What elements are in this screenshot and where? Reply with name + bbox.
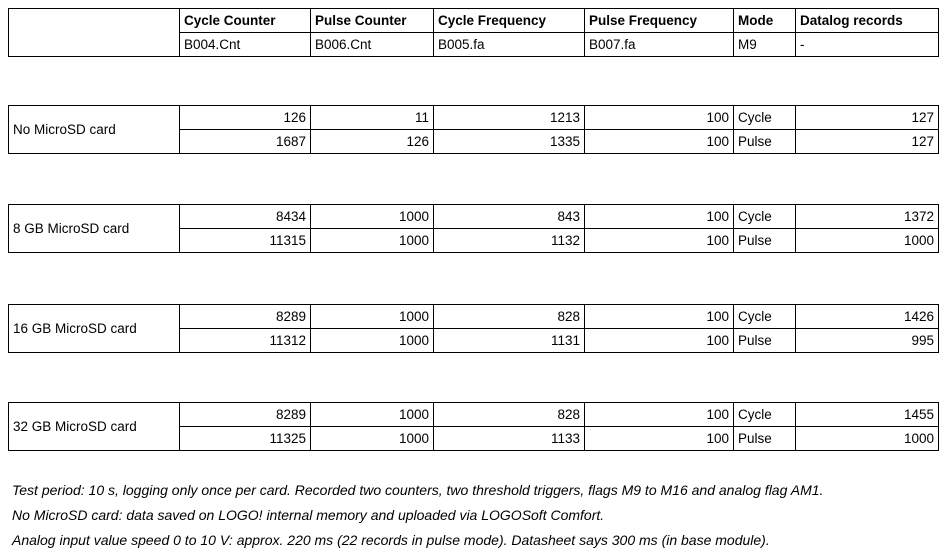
value-cell: 828 (433, 402, 585, 427)
value-cell: 1000 (310, 402, 434, 427)
column-header: Pulse Frequency (584, 8, 734, 33)
value-cell: 1000 (310, 328, 434, 353)
subheader-cell: B007.fa (584, 32, 734, 57)
value-cell: 11312 (179, 328, 311, 353)
value-cell: 995 (795, 328, 939, 353)
column-header: Mode (733, 8, 796, 33)
table-row: 11312 1000 1131 100 Pulse 995 (9, 328, 939, 353)
footnotes: Test period: 10 s, logging only once per… (12, 478, 823, 553)
subheader-cell: B006.Cnt (310, 32, 434, 57)
group-table-0: No MicroSD card 126 11 1213 100 Cycle 127 1687 1… (8, 105, 939, 154)
mode-cell: Pulse (733, 426, 796, 451)
mode-cell: Pulse (733, 129, 796, 154)
mode-cell: Cycle (733, 402, 796, 427)
value-cell: 100 (584, 426, 734, 451)
group-label: 32 GB MicroSD card (8, 402, 180, 451)
value-cell: 843 (433, 204, 585, 229)
table-row: 16 GB MicroSD card 8289 1000 828 100 Cycle 142… (8, 304, 939, 353)
value-cell: 127 (795, 105, 939, 130)
value-cell: 1000 (310, 204, 434, 229)
column-header-row: Cycle Counter Pulse Counter Cycle Frequenc… (8, 8, 939, 57)
value-cell: 1372 (795, 204, 939, 229)
column-header: Datalog records (795, 8, 939, 33)
value-cell: 8289 (179, 304, 311, 329)
subheader-row: B004.Cnt B006.Cnt B005.fa B007.fa M9- (9, 32, 939, 57)
table-row: No MicroSD card 126 11 1213 100 Cycle 127 (8, 105, 939, 154)
subheader-cell: - (795, 32, 939, 57)
value-cell: 1131 (433, 328, 585, 353)
value-cell: 100 (584, 328, 734, 353)
mode-cell: Cycle (733, 105, 796, 130)
value-cell: 11325 (179, 426, 311, 451)
value-cell: 1335 (433, 129, 585, 154)
column-header: Pulse Counter (310, 8, 434, 33)
mode-cell: Cycle (733, 204, 796, 229)
group-table-1: 8 GB MicroSD card 8434 1000 843 100 Cycle 1372… (8, 204, 939, 253)
footnote-line: Test period: 10 s, logging only once per… (12, 482, 824, 498)
value-cell: 1133 (433, 426, 585, 451)
subheader-cell: B005.fa (433, 32, 585, 57)
value-cell: 1000 (795, 228, 939, 253)
value-cell: 1000 (310, 426, 434, 451)
value-cell: 8289 (179, 402, 311, 427)
table-row: 1687 126 1335 100 Pulse 127 (9, 129, 939, 154)
value-cell: 1213 (433, 105, 585, 130)
value-cell: 100 (584, 228, 734, 253)
value-cell: 126 (179, 105, 311, 130)
column-header: Cycle Frequency (433, 8, 585, 33)
value-cell: 1000 (795, 426, 939, 451)
corner-cell (8, 8, 180, 57)
value-cell: 100 (584, 204, 734, 229)
subheader-cell: M9 (733, 32, 796, 57)
mode-cell: Cycle (733, 304, 796, 329)
table-row: 11315 1000 1132 100 Pulse 1000 (9, 228, 939, 253)
value-cell: 100 (584, 402, 734, 427)
value-cell: 100 (584, 304, 734, 329)
table-row: 11325 1000 1133 100 Pulse 1000 (9, 426, 939, 451)
group-table-3: 32 GB MicroSD card 8289 1000 828 100 Cycle 145… (8, 402, 939, 451)
footnote-line: Analog input value speed 0 to 10 V: appr… (12, 532, 770, 548)
subheader-cell: B004.Cnt (179, 32, 311, 57)
group-label: No MicroSD card (8, 105, 180, 154)
value-cell: 100 (584, 105, 734, 130)
header-table: Cycle Counter Pulse Counter Cycle Frequenc… (8, 8, 939, 57)
mode-cell: Pulse (733, 328, 796, 353)
value-cell: 828 (433, 304, 585, 329)
group-label: 16 GB MicroSD card (8, 304, 180, 353)
value-cell: 1455 (795, 402, 939, 427)
value-cell: 1132 (433, 228, 585, 253)
value-cell: 100 (584, 129, 734, 154)
value-cell: 1687 (179, 129, 311, 154)
group-label: 8 GB MicroSD card (8, 204, 180, 253)
value-cell: 1000 (310, 228, 434, 253)
mode-cell: Pulse (733, 228, 796, 253)
group-table-2: 16 GB MicroSD card 8289 1000 828 100 Cycle 142… (8, 304, 939, 353)
value-cell: 127 (795, 129, 939, 154)
value-cell: 1426 (795, 304, 939, 329)
value-cell: 11315 (179, 228, 311, 253)
column-header: Cycle Counter (179, 8, 311, 33)
table-row: 8 GB MicroSD card 8434 1000 843 100 Cycle 1372 (8, 204, 939, 253)
value-cell: 126 (310, 129, 434, 154)
value-cell: 11 (310, 105, 434, 130)
value-cell: 1000 (310, 304, 434, 329)
value-cell: 8434 (179, 204, 311, 229)
table-row: 32 GB MicroSD card 8289 1000 828 100 Cycle 145… (8, 402, 939, 451)
footnote-line: No MicroSD card: data saved on LOGO! int… (12, 507, 605, 523)
